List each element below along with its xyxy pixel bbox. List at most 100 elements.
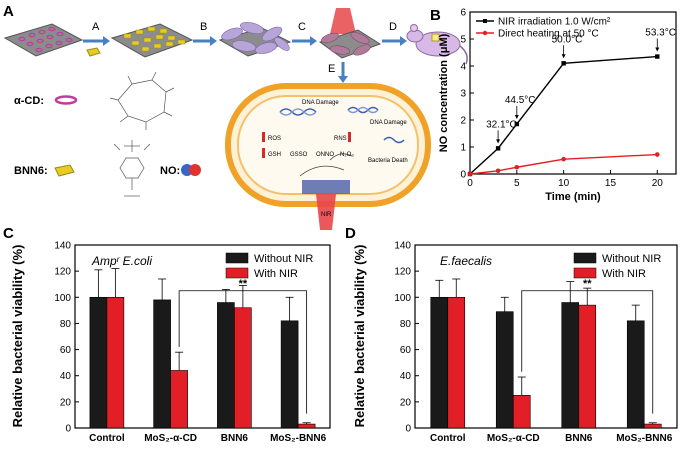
legend-swatch bbox=[225, 267, 249, 279]
mos2-sheet-image bbox=[3, 23, 84, 57]
data-point bbox=[514, 121, 520, 127]
data-point bbox=[495, 146, 501, 151]
bar-without-nir bbox=[153, 299, 171, 429]
bar-with-nir bbox=[170, 370, 188, 429]
x-category-label: BNN6 bbox=[565, 433, 593, 444]
y-tick-label: 20 bbox=[60, 397, 72, 408]
bacterium-cell-diagram bbox=[225, 83, 431, 230]
annotation-arrowhead bbox=[655, 47, 660, 52]
data-point bbox=[467, 171, 473, 177]
bar-with-nir bbox=[643, 423, 662, 429]
no-molecule-icon bbox=[181, 164, 201, 176]
y-tick-label: 5 bbox=[460, 35, 466, 46]
y-tick-label: 0 bbox=[460, 170, 466, 181]
bar-with-nir bbox=[512, 395, 531, 429]
legend-acd-label: α-CD: bbox=[14, 95, 44, 107]
annotation-label: 50.0°C bbox=[552, 34, 583, 45]
panel-label-d: D bbox=[345, 225, 356, 242]
bar-with-nir bbox=[234, 307, 252, 429]
data-point bbox=[561, 61, 566, 66]
legend-swatch bbox=[573, 267, 597, 279]
y-tick-label: 140 bbox=[54, 241, 71, 252]
x-category-label: MoS₂-BNN6 bbox=[270, 433, 327, 444]
y-tick-label: 140 bbox=[394, 241, 411, 252]
x-category-label: MoS₂-α-CD bbox=[487, 433, 540, 444]
y-tick-label: 120 bbox=[394, 267, 411, 278]
chart-d-frame bbox=[414, 244, 678, 429]
dna-damage-label-2: DNA Damage bbox=[370, 120, 407, 126]
y-tick-label: 60 bbox=[60, 345, 72, 356]
y-tick-label: 100 bbox=[394, 293, 411, 304]
y-tick-label: 20 bbox=[400, 397, 412, 408]
bar-with-nir bbox=[447, 296, 466, 429]
annotation-label: 32.1°C bbox=[486, 119, 517, 130]
step-label-d: D bbox=[389, 21, 397, 33]
legend-swatch bbox=[225, 252, 249, 264]
step-label-b: B bbox=[200, 21, 207, 33]
bnn6-mini-icon bbox=[86, 47, 101, 57]
panel-label-a: A bbox=[3, 3, 14, 20]
bar-without-nir bbox=[495, 311, 514, 429]
rns-label: RNS bbox=[334, 136, 347, 142]
significance-bracket bbox=[521, 290, 654, 414]
n2o3-label: N₂O₃ bbox=[340, 152, 354, 158]
y-tick-label: 2 bbox=[460, 116, 466, 127]
legend-label: With NIR bbox=[602, 268, 646, 280]
chart-title: Ampʳ E.coli bbox=[91, 254, 152, 268]
chart-b-y-ticks: 0 1 2 3 4 5 6 bbox=[460, 8, 474, 181]
y-tick-label: 100 bbox=[54, 293, 71, 304]
data-point bbox=[655, 54, 660, 59]
x-category-label: Control bbox=[430, 433, 466, 444]
bar-without-nir bbox=[217, 302, 235, 429]
step-label-a: A bbox=[92, 21, 100, 33]
panel-label-b: B bbox=[430, 7, 441, 24]
annotation-arrowhead bbox=[496, 139, 501, 144]
x-category-label: MoS₂-α-CD bbox=[144, 433, 197, 444]
x-tick-label: 20 bbox=[652, 178, 664, 189]
mouse-image bbox=[406, 24, 468, 65]
legend-label: With NIR bbox=[254, 268, 298, 280]
chart-c: Relative bacterial viability (%) 0 20 40 60… bbox=[10, 241, 331, 444]
step-arrow-b bbox=[193, 36, 217, 46]
bar-with-nir bbox=[578, 304, 597, 429]
bar-without-nir bbox=[561, 302, 580, 429]
x-tick-label: 15 bbox=[605, 178, 617, 189]
chart-d: Relative bacterial viability (%) 0 20 40 60… bbox=[352, 241, 678, 444]
schematic-panel-a: A B bbox=[3, 8, 468, 230]
significance-marker: ** bbox=[583, 278, 592, 290]
y-tick-label: 120 bbox=[54, 267, 71, 278]
nir-irradiation-image bbox=[318, 8, 382, 59]
y-tick-label: 80 bbox=[400, 319, 412, 330]
legend-label: NIR irradiation 1.0 W/cm² bbox=[498, 17, 611, 28]
panel-label-c: C bbox=[3, 225, 14, 242]
step-arrow-e bbox=[338, 62, 348, 83]
gsso-label: GSSO bbox=[290, 152, 308, 158]
bar-without-nir bbox=[430, 296, 449, 429]
legend-marker bbox=[482, 30, 488, 36]
legend-marker bbox=[483, 19, 487, 23]
gsh-label: GSH bbox=[268, 152, 281, 158]
step-label-c: C bbox=[298, 21, 306, 33]
chart-title: E.faecalis bbox=[440, 254, 492, 268]
y-tick-label: 6 bbox=[460, 8, 466, 19]
x-category-label: BNN6 bbox=[221, 433, 249, 444]
bacteria-cluster-image bbox=[218, 21, 292, 57]
dna-damage-label-1: DNA Damage bbox=[302, 100, 339, 106]
y-tick-label: 40 bbox=[400, 371, 412, 382]
chart-b: 0 1 2 3 4 5 6 0 5 10 15 20 32.1°C 44.5°C 50.0°C 53.3°… bbox=[438, 8, 677, 203]
bacteria-death-label: Bacteria Death bbox=[368, 158, 408, 164]
onno-label: ONNO bbox=[316, 152, 334, 158]
legend-label: Without NIR bbox=[254, 253, 313, 265]
legend-swatch bbox=[573, 252, 597, 264]
mos2-bnn6-sheet-image bbox=[110, 23, 194, 58]
y-tick-label: 3 bbox=[460, 89, 466, 100]
chart-b-y-label: NO concentration (μM) bbox=[438, 33, 450, 152]
bar-with-nir bbox=[297, 423, 316, 429]
significance-marker: ** bbox=[239, 278, 248, 290]
chart-d-y-label: Relative bacterial viability (%) bbox=[352, 245, 367, 428]
acd-ring-icon bbox=[54, 95, 78, 105]
legend-label: Without NIR bbox=[602, 253, 661, 265]
bar-without-nir bbox=[626, 320, 645, 429]
annotation-arrowhead bbox=[561, 54, 566, 59]
